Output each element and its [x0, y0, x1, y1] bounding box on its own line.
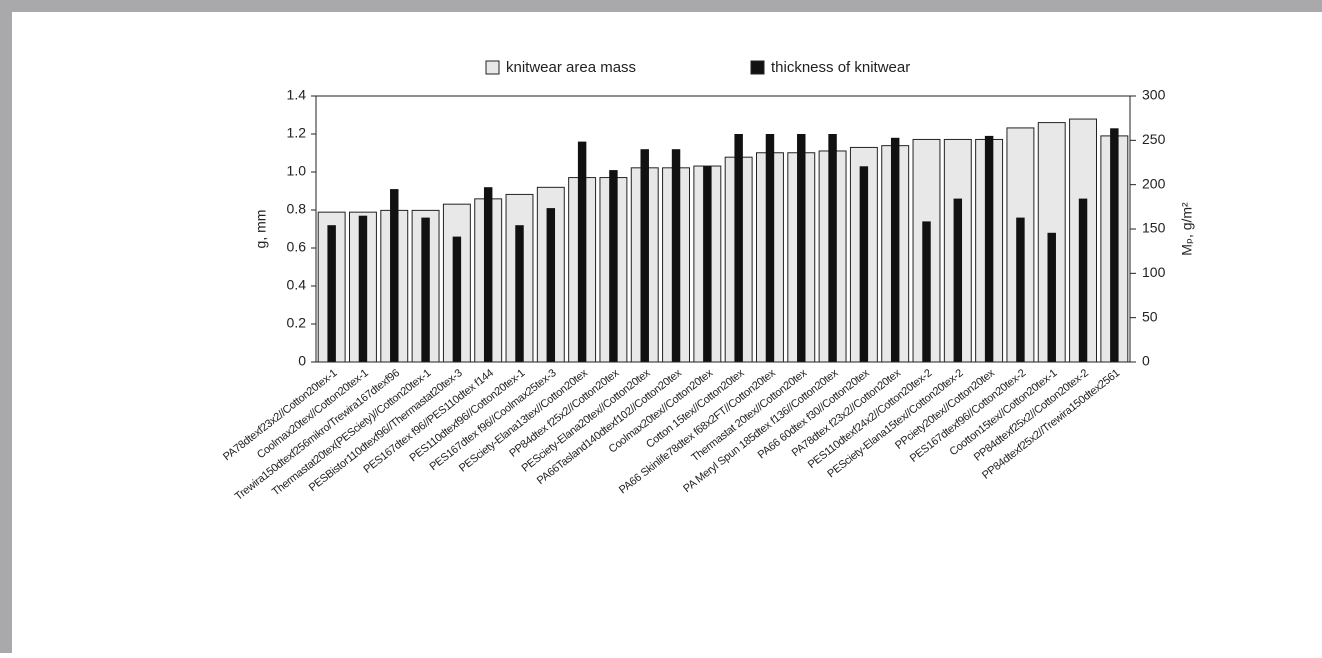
y-axis-label: g, mm [253, 210, 269, 249]
thickness-bar [734, 134, 743, 362]
y2-axis-label: Mₚ, g/m² [1179, 202, 1195, 256]
thickness-bar [640, 149, 649, 362]
thickness-bar [1078, 198, 1088, 362]
thickness-bar [1110, 128, 1119, 362]
y-tick-label: 1.4 [287, 87, 307, 103]
legend-swatch [485, 60, 500, 75]
thickness-bar [390, 189, 399, 362]
thickness-bar [1016, 217, 1025, 362]
thickness-bar [922, 221, 931, 362]
y2-tick-label: 0 [1142, 353, 1150, 369]
thickness-bar [671, 149, 681, 362]
thickness-bar [515, 225, 524, 362]
frame-top [0, 0, 1322, 12]
thickness-bar [797, 134, 806, 362]
thickness-bar [327, 225, 336, 362]
thickness-bar [358, 215, 368, 362]
thickness-bar [452, 236, 462, 362]
y2-tick-label: 250 [1142, 131, 1166, 147]
y-tick-label: 0.2 [287, 315, 307, 331]
thickness-bar [828, 134, 837, 362]
legend-label: thickness of knitwear [771, 59, 910, 76]
thickness-bar [984, 135, 994, 362]
y-tick-label: 0 [298, 353, 306, 369]
y-tick-label: 0.8 [287, 201, 307, 217]
legend-label: knitwear area mass [506, 59, 636, 76]
y2-tick-label: 50 [1142, 308, 1158, 324]
thickness-bar [546, 208, 556, 362]
y-tick-label: 1.2 [287, 125, 307, 141]
thickness-bar [859, 166, 869, 362]
thickness-bar [421, 217, 430, 362]
thickness-bar [890, 137, 900, 362]
y2-tick-label: 150 [1142, 220, 1166, 236]
thickness-bar [1047, 232, 1056, 362]
y-tick-label: 1.0 [287, 163, 307, 179]
thickness-bar [577, 141, 587, 362]
y-tick-label: 0.6 [287, 239, 307, 255]
thickness-bar [609, 170, 618, 362]
y2-tick-label: 300 [1142, 87, 1166, 103]
thickness-bar [953, 198, 963, 362]
thickness-bar [765, 134, 775, 362]
y-tick-label: 0.4 [287, 277, 307, 293]
thickness-bar [483, 187, 493, 362]
y2-tick-label: 200 [1142, 175, 1166, 191]
y2-tick-label: 100 [1142, 264, 1166, 280]
legend-swatch [750, 60, 765, 75]
thickness-bar [703, 166, 712, 362]
frame-left [0, 0, 12, 653]
